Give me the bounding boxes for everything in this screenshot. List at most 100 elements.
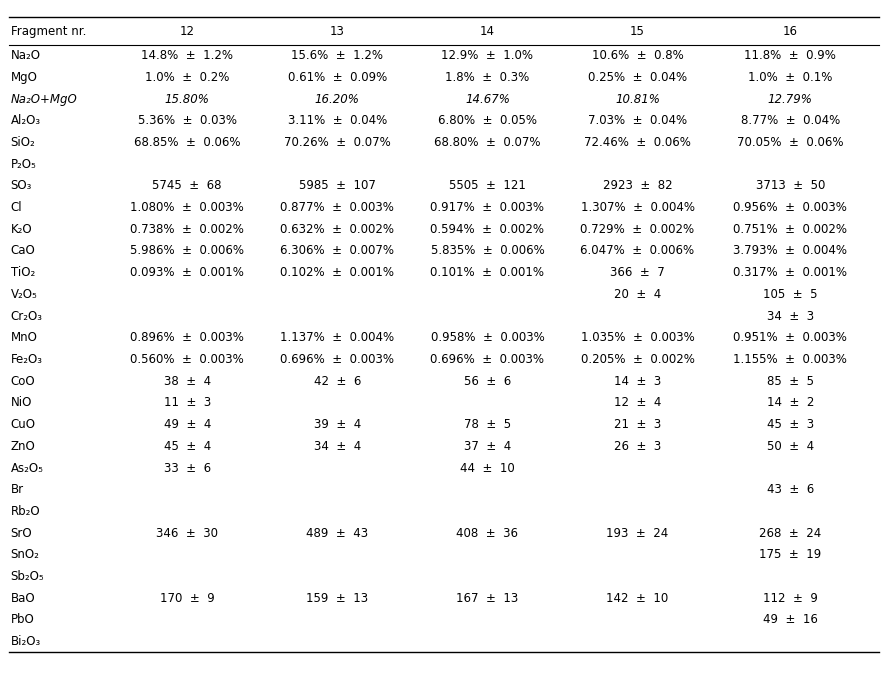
- Text: 0.738%  ±  0.002%: 0.738% ± 0.002%: [131, 223, 244, 236]
- Text: 193  ±  24: 193 ± 24: [607, 526, 668, 539]
- Text: TiO₂: TiO₂: [11, 266, 34, 279]
- Text: 0.102%  ±  0.001%: 0.102% ± 0.001%: [280, 266, 395, 279]
- Text: 0.896%  ±  0.003%: 0.896% ± 0.003%: [131, 331, 244, 344]
- Text: 159  ±  13: 159 ± 13: [306, 592, 368, 605]
- Text: SnO₂: SnO₂: [11, 548, 40, 562]
- Text: 6.80%  ±  0.05%: 6.80% ± 0.05%: [438, 114, 537, 127]
- Text: 7.03%  ±  0.04%: 7.03% ± 0.04%: [588, 114, 687, 127]
- Text: 1.8%  ±  0.3%: 1.8% ± 0.3%: [445, 71, 530, 84]
- Text: BaO: BaO: [11, 592, 35, 605]
- Text: P₂O₅: P₂O₅: [11, 158, 36, 171]
- Text: Na₂O+MgO: Na₂O+MgO: [11, 92, 78, 105]
- Text: 170  ±  9: 170 ± 9: [160, 592, 215, 605]
- Text: 34  ±  4: 34 ± 4: [313, 440, 361, 453]
- Text: 1.137%  ±  0.004%: 1.137% ± 0.004%: [280, 331, 395, 344]
- Text: 0.751%  ±  0.002%: 0.751% ± 0.002%: [733, 223, 848, 236]
- Text: K₂O: K₂O: [11, 223, 32, 236]
- Text: 142  ±  10: 142 ± 10: [607, 592, 668, 605]
- Text: SO₃: SO₃: [11, 179, 32, 192]
- Text: Cr₂O₃: Cr₂O₃: [11, 309, 42, 322]
- Text: 6.306%  ±  0.007%: 6.306% ± 0.007%: [280, 245, 395, 258]
- Text: 16.20%: 16.20%: [315, 92, 359, 105]
- Text: 34  ±  3: 34 ± 3: [766, 309, 814, 322]
- Text: 1.080%  ±  0.003%: 1.080% ± 0.003%: [131, 201, 244, 214]
- Text: 1.307%  ±  0.004%: 1.307% ± 0.004%: [580, 201, 695, 214]
- Text: 175  ±  19: 175 ± 19: [759, 548, 821, 562]
- Text: 49  ±  16: 49 ± 16: [763, 613, 818, 626]
- Text: As₂O₅: As₂O₅: [11, 462, 43, 475]
- Text: 15.6%  ±  1.2%: 15.6% ± 1.2%: [291, 49, 383, 62]
- Text: 0.093%  ±  0.001%: 0.093% ± 0.001%: [131, 266, 244, 279]
- Text: 167  ±  13: 167 ± 13: [457, 592, 518, 605]
- Text: 0.560%  ±  0.003%: 0.560% ± 0.003%: [131, 353, 244, 366]
- Text: CoO: CoO: [11, 375, 35, 388]
- Text: 5985  ±  107: 5985 ± 107: [298, 179, 376, 192]
- Text: Cl: Cl: [11, 201, 22, 214]
- Text: 6.047%  ±  0.006%: 6.047% ± 0.006%: [580, 245, 695, 258]
- Text: 0.696%  ±  0.003%: 0.696% ± 0.003%: [280, 353, 395, 366]
- Text: 33  ±  6: 33 ± 6: [163, 462, 211, 475]
- Text: 1.035%  ±  0.003%: 1.035% ± 0.003%: [581, 331, 694, 344]
- Text: 13: 13: [330, 25, 344, 37]
- Text: 5745  ±  68: 5745 ± 68: [153, 179, 222, 192]
- Text: 0.729%  ±  0.002%: 0.729% ± 0.002%: [580, 223, 695, 236]
- Text: ZnO: ZnO: [11, 440, 35, 453]
- Text: 5.835%  ±  0.006%: 5.835% ± 0.006%: [431, 245, 544, 258]
- Text: 3713  ±  50: 3713 ± 50: [756, 179, 825, 192]
- Text: Na₂O: Na₂O: [11, 49, 41, 62]
- Text: 20  ±  4: 20 ± 4: [614, 288, 661, 301]
- Text: 1.0%  ±  0.2%: 1.0% ± 0.2%: [145, 71, 230, 84]
- Text: NiO: NiO: [11, 396, 32, 409]
- Text: 5505  ±  121: 5505 ± 121: [449, 179, 526, 192]
- Text: SiO₂: SiO₂: [11, 136, 35, 149]
- Text: 12.79%: 12.79%: [768, 92, 812, 105]
- Text: 268  ±  24: 268 ± 24: [759, 526, 821, 539]
- Text: MnO: MnO: [11, 331, 37, 344]
- Text: 49  ±  4: 49 ± 4: [163, 418, 211, 431]
- Text: 0.101%  ±  0.001%: 0.101% ± 0.001%: [430, 266, 545, 279]
- Text: 3.11%  ±  0.04%: 3.11% ± 0.04%: [288, 114, 387, 127]
- Text: Al₂O₃: Al₂O₃: [11, 114, 41, 127]
- Text: Bi₂O₃: Bi₂O₃: [11, 635, 41, 648]
- Text: 72.46%  ±  0.06%: 72.46% ± 0.06%: [584, 136, 691, 149]
- Text: 14  ±  3: 14 ± 3: [614, 375, 661, 388]
- Text: 408  ±  36: 408 ± 36: [457, 526, 518, 539]
- Text: 68.80%  ±  0.07%: 68.80% ± 0.07%: [434, 136, 540, 149]
- Text: 43  ±  6: 43 ± 6: [766, 483, 814, 496]
- Text: Br: Br: [11, 483, 24, 496]
- Text: 15: 15: [630, 25, 645, 37]
- Text: 0.61%  ±  0.09%: 0.61% ± 0.09%: [288, 71, 387, 84]
- Text: 14.8%  ±  1.2%: 14.8% ± 1.2%: [141, 49, 233, 62]
- Text: 78  ±  5: 78 ± 5: [464, 418, 511, 431]
- Text: MgO: MgO: [11, 71, 37, 84]
- Text: 70.26%  ±  0.07%: 70.26% ± 0.07%: [284, 136, 390, 149]
- Text: 0.317%  ±  0.001%: 0.317% ± 0.001%: [733, 266, 848, 279]
- Text: 21  ±  3: 21 ± 3: [614, 418, 661, 431]
- Text: V₂O₅: V₂O₅: [11, 288, 37, 301]
- Text: 12  ±  4: 12 ± 4: [614, 396, 661, 409]
- Text: 14: 14: [480, 25, 494, 37]
- Text: Fe₂O₃: Fe₂O₃: [11, 353, 42, 366]
- Text: 10.6%  ±  0.8%: 10.6% ± 0.8%: [592, 49, 683, 62]
- Text: 2923  ±  82: 2923 ± 82: [603, 179, 672, 192]
- Text: 15.80%: 15.80%: [165, 92, 209, 105]
- Text: 11  ±  3: 11 ± 3: [163, 396, 211, 409]
- Text: 0.956%  ±  0.003%: 0.956% ± 0.003%: [734, 201, 847, 214]
- Text: 0.696%  ±  0.003%: 0.696% ± 0.003%: [430, 353, 545, 366]
- Text: 105  ±  5: 105 ± 5: [763, 288, 818, 301]
- Text: 45  ±  3: 45 ± 3: [766, 418, 814, 431]
- Text: 44  ±  10: 44 ± 10: [460, 462, 515, 475]
- Text: 3.793%  ±  0.004%: 3.793% ± 0.004%: [733, 245, 848, 258]
- Text: 0.951%  ±  0.003%: 0.951% ± 0.003%: [734, 331, 847, 344]
- Text: 85  ±  5: 85 ± 5: [766, 375, 814, 388]
- Text: 489  ±  43: 489 ± 43: [306, 526, 368, 539]
- Text: 0.917%  ±  0.003%: 0.917% ± 0.003%: [430, 201, 545, 214]
- Text: 37  ±  4: 37 ± 4: [464, 440, 511, 453]
- Text: 12: 12: [180, 25, 194, 37]
- Text: 70.05%  ±  0.06%: 70.05% ± 0.06%: [737, 136, 843, 149]
- Text: 14.67%: 14.67%: [465, 92, 509, 105]
- Text: 0.594%  ±  0.002%: 0.594% ± 0.002%: [430, 223, 545, 236]
- Text: 112  ±  9: 112 ± 9: [763, 592, 818, 605]
- Text: Rb₂O: Rb₂O: [11, 505, 41, 518]
- Text: 8.77%  ±  0.04%: 8.77% ± 0.04%: [741, 114, 840, 127]
